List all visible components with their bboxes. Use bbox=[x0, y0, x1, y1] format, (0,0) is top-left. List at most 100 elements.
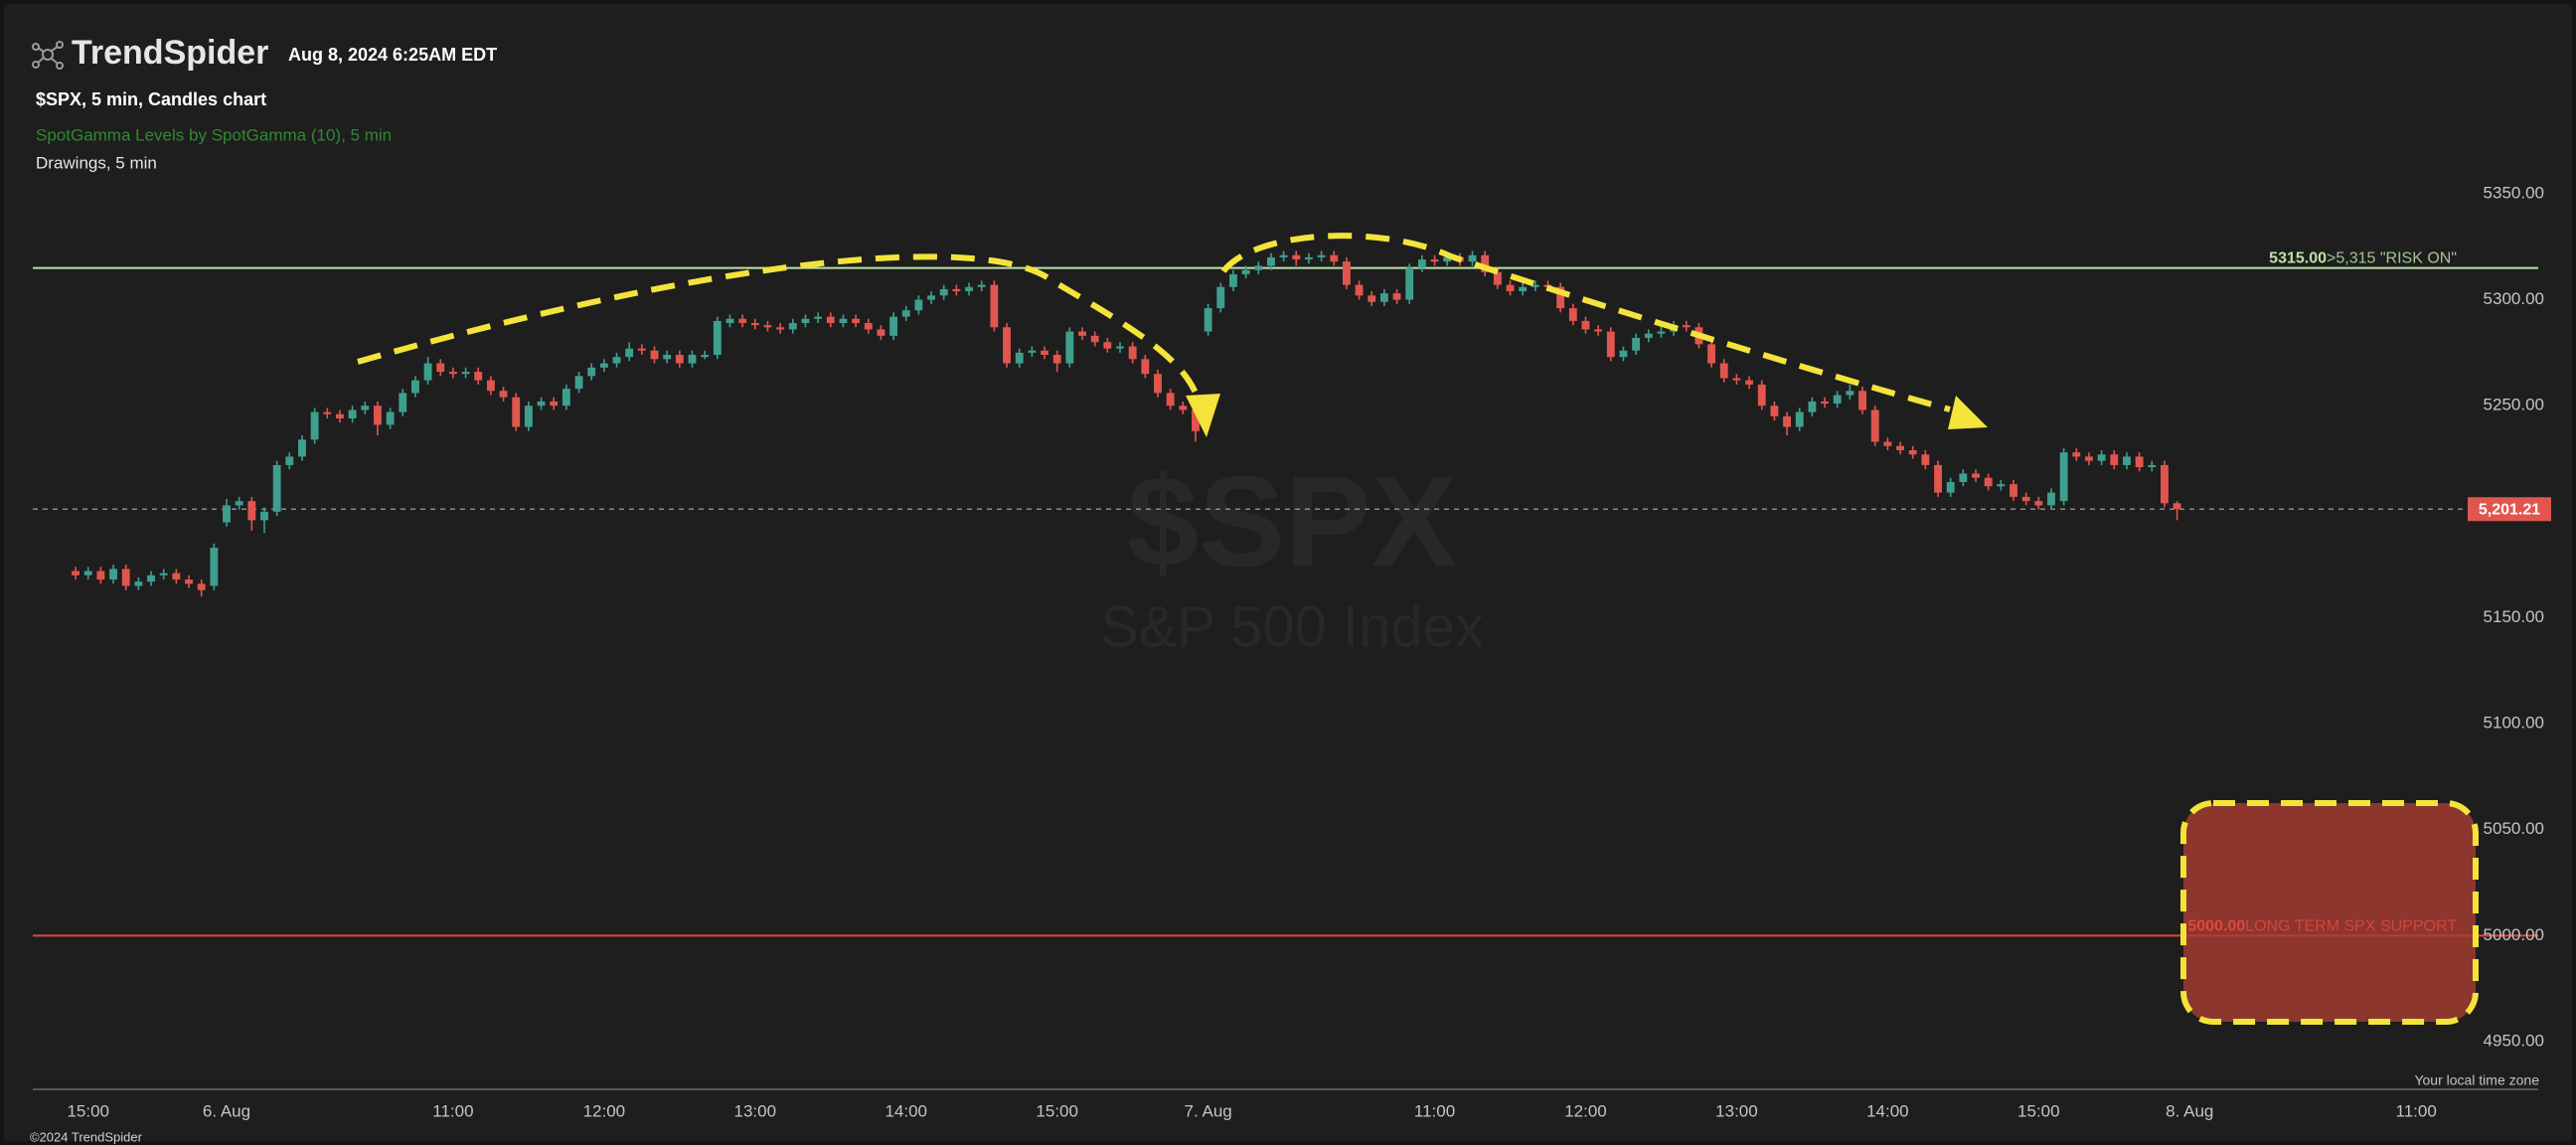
candle-body bbox=[612, 357, 621, 364]
candle-body bbox=[1883, 441, 1892, 446]
candle-body bbox=[1254, 265, 1263, 270]
candle-body bbox=[1292, 254, 1301, 260]
candle-body bbox=[663, 355, 672, 360]
candle-body bbox=[1556, 286, 1565, 309]
candle-body bbox=[625, 348, 634, 358]
drawings bbox=[357, 233, 2479, 1025]
candle-body bbox=[374, 406, 382, 425]
candle-body bbox=[864, 323, 873, 330]
candle-body bbox=[675, 355, 684, 364]
candle-body bbox=[1997, 484, 2006, 487]
candle-body bbox=[1192, 409, 1200, 431]
candle-body bbox=[1870, 409, 1879, 442]
candle-body bbox=[1519, 286, 1528, 292]
candle-body bbox=[386, 411, 395, 425]
candle-body bbox=[499, 391, 508, 398]
candle-body bbox=[1896, 445, 1904, 450]
candle-body bbox=[1921, 454, 1930, 465]
labels: 4950.005000.005050.005100.005150.005200.… bbox=[67, 183, 2551, 1120]
y-tick-label: 5150.00 bbox=[2484, 607, 2544, 626]
candle-body bbox=[436, 363, 445, 373]
candle-body bbox=[399, 393, 407, 412]
candle-body bbox=[1581, 320, 1590, 330]
chart-background bbox=[4, 4, 2572, 1141]
candle-body bbox=[1657, 331, 1666, 334]
level-label: 5000.00LONG TERM SPX SUPPORT bbox=[2187, 918, 2457, 935]
candle-body bbox=[348, 409, 357, 418]
candle-body bbox=[599, 363, 608, 368]
candle-body bbox=[1430, 259, 1439, 262]
candle-body bbox=[763, 325, 772, 328]
candle-body bbox=[725, 318, 734, 324]
x-tick-label: 13:00 bbox=[1715, 1101, 1758, 1120]
candle-body bbox=[1279, 254, 1288, 257]
x-tick-label: 12:00 bbox=[1564, 1101, 1607, 1120]
candle-body bbox=[839, 318, 848, 324]
candle-body bbox=[1204, 308, 1212, 332]
candle-body bbox=[927, 295, 935, 300]
x-tick-label: 11:00 bbox=[432, 1101, 473, 1120]
candle-body bbox=[1493, 271, 1502, 285]
x-tick-label: 7. Aug bbox=[1185, 1101, 1232, 1120]
copyright: ©2024 TrendSpider bbox=[30, 1129, 143, 1144]
y-tick-label: 5250.00 bbox=[2484, 396, 2544, 414]
candle-body bbox=[1267, 256, 1275, 266]
candle-body bbox=[1934, 464, 1942, 493]
candle-body bbox=[260, 511, 268, 521]
candle-body bbox=[1103, 342, 1112, 349]
candle-body bbox=[2059, 452, 2068, 502]
y-tick-label: 5050.00 bbox=[2484, 819, 2544, 838]
x-tick-label: 12:00 bbox=[583, 1101, 626, 1120]
candle-body bbox=[172, 572, 181, 580]
candle-body bbox=[1330, 254, 1339, 262]
candle-body bbox=[1392, 293, 1401, 300]
candle-body bbox=[877, 329, 886, 336]
candle-body bbox=[574, 376, 583, 390]
candle-body bbox=[410, 380, 419, 394]
candle-body bbox=[2010, 484, 2017, 497]
candle-body bbox=[1317, 254, 1326, 257]
candle-body bbox=[801, 318, 810, 324]
candle-body bbox=[2021, 496, 2030, 502]
candle-body bbox=[1783, 415, 1792, 427]
candle-body bbox=[2135, 456, 2144, 468]
candle-body bbox=[1707, 344, 1716, 364]
logo-icon bbox=[32, 41, 64, 70]
candle-body bbox=[2097, 454, 2106, 461]
candle-body bbox=[461, 372, 470, 375]
candle-body bbox=[713, 320, 722, 356]
support-zone bbox=[2180, 800, 2479, 1025]
level-text: LONG TERM SPX SUPPORT bbox=[2245, 918, 2457, 935]
candle-body bbox=[2161, 464, 2169, 504]
x-tick-label: 14:00 bbox=[885, 1101, 927, 1120]
candle-body bbox=[1417, 259, 1426, 268]
candle-body bbox=[738, 318, 747, 324]
candle-body bbox=[587, 367, 596, 377]
candle-body bbox=[2034, 501, 2043, 506]
candle-body bbox=[1090, 335, 1099, 343]
candle-body bbox=[750, 323, 759, 326]
candle-body bbox=[1568, 308, 1577, 321]
candle-body bbox=[134, 581, 143, 586]
candle-body bbox=[235, 501, 243, 506]
candle-body bbox=[965, 286, 973, 292]
candle-body bbox=[210, 548, 219, 586]
marks bbox=[33, 250, 2538, 937]
candle-body bbox=[223, 505, 231, 523]
candle-body bbox=[486, 380, 495, 392]
last-price-box bbox=[2468, 497, 2551, 522]
x-tick-label: 14:00 bbox=[1866, 1101, 1909, 1120]
candle-body bbox=[1506, 284, 1515, 292]
level-label: 5315.00>5,315 "RISK ON" bbox=[2269, 250, 2457, 267]
candle-body bbox=[701, 355, 710, 358]
y-tick-label: 5100.00 bbox=[2484, 714, 2544, 733]
datetime: Aug 8, 2024 6:25AM EDT bbox=[288, 45, 497, 65]
candle-body bbox=[72, 571, 80, 575]
candle-body bbox=[298, 439, 306, 457]
watermark-name: S&P 500 Index bbox=[1100, 594, 1484, 659]
candle-body bbox=[310, 411, 319, 440]
level-text: >5,315 "RISK ON" bbox=[2327, 250, 2457, 267]
candle-body bbox=[1481, 254, 1490, 272]
candle-body bbox=[1041, 350, 1048, 356]
